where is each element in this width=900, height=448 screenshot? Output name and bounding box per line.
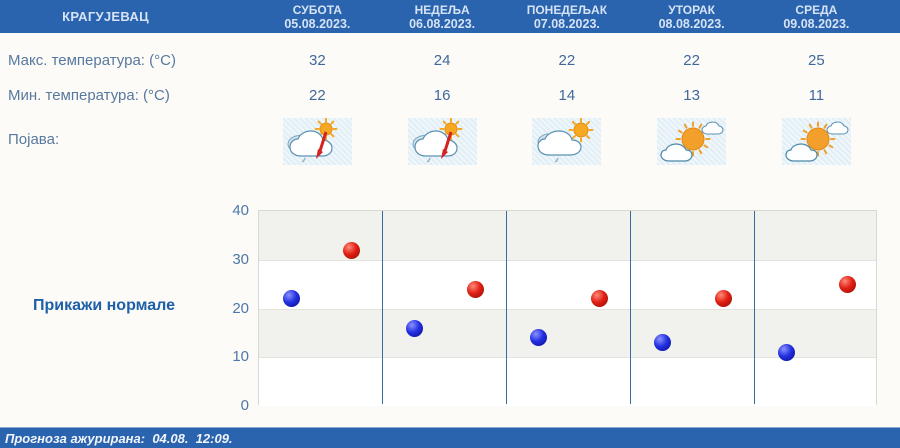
header-bar: КРАГУЈЕВАЦ СУБОТА 05.08.2023. НЕДЕЉА 06.… — [0, 0, 900, 33]
min-temp-dot — [406, 319, 424, 337]
y-axis-tick-label: 0 — [240, 397, 249, 414]
phenomenon-label: Појава: — [8, 131, 60, 148]
min-temp-dot — [654, 334, 672, 352]
day-header-wednesday: СРЕДА 09.08.2023. — [754, 0, 879, 33]
day-name: СРЕДА — [795, 2, 838, 17]
y-axis-tick-label: 10 — [232, 348, 249, 366]
chart-gridline — [259, 308, 876, 310]
show-normals-button[interactable]: Прикажи нормале — [33, 297, 176, 314]
max-temp-dot — [714, 290, 732, 308]
sun-clouds-icon — [657, 118, 727, 165]
chart-gridline — [259, 259, 876, 261]
chart-band — [259, 357, 876, 406]
max-temp-value: 24 — [433, 52, 451, 69]
day-header-saturday: СУБОТА 05.08.2023. — [255, 0, 380, 33]
max-temp-value: 22 — [683, 52, 700, 69]
min-temp-value: 13 — [683, 87, 700, 104]
min-temp-dot — [530, 329, 548, 347]
chart-day-divider — [506, 211, 508, 404]
max-temp-value: 22 — [558, 52, 576, 69]
min-temp-value: 11 — [808, 87, 825, 104]
day-name: СУБОТА — [292, 2, 342, 17]
max-temp-dot — [590, 290, 608, 308]
footer-bar: Прогноза ажурирана: 04.08. 12:09. — [0, 427, 900, 448]
min-temperature-label: Мин. температура: (°С) — [8, 87, 170, 104]
min-temp-dot — [282, 290, 300, 308]
max-temp-value: 25 — [808, 52, 825, 69]
chart-day-divider — [629, 211, 631, 404]
chart-band — [259, 259, 876, 309]
y-axis-tick-label: 30 — [232, 250, 249, 268]
chart-day-divider — [753, 211, 755, 404]
day-date: 07.08.2023. — [533, 16, 600, 31]
forecast-updated-text: Прогноза ажурирана: 04.08. 12:09. — [5, 430, 233, 446]
max-temp-dot — [838, 275, 856, 293]
max-temp-value: 32 — [309, 52, 326, 69]
day-name: НЕДЕЉА — [414, 2, 470, 17]
chart-day-divider — [382, 211, 384, 404]
sun-cloud-thunder-rain-icon — [282, 118, 352, 165]
day-date: 09.08.2023. — [783, 16, 850, 31]
min-temp-value: 16 — [433, 87, 451, 104]
temperature-chart — [258, 210, 877, 406]
sun-cloud-thunder-rain-icon — [407, 118, 477, 165]
day-date: 05.08.2023. — [284, 16, 351, 31]
y-axis-tick-label: 40 — [232, 202, 249, 219]
max-temp-dot — [343, 241, 361, 259]
y-axis-tick-label: 20 — [232, 299, 249, 317]
day-name: ПОНЕДЕЉАК — [526, 2, 608, 17]
day-header-tuesday: УТОРАК 08.08.2023. — [629, 0, 754, 33]
day-date: 08.08.2023. — [658, 16, 725, 31]
chart-band — [259, 308, 876, 358]
day-header-sunday: НЕДЕЉА 06.08.2023. — [380, 0, 505, 33]
day-date: 06.08.2023. — [409, 16, 476, 31]
sun-clouds-icon — [781, 118, 851, 165]
min-temp-value: 22 — [309, 87, 326, 104]
day-name: УТОРАК — [668, 2, 716, 17]
max-temp-dot — [467, 280, 485, 298]
city-name: КРАГУЈЕВАЦ — [62, 9, 149, 24]
min-temp-value: 14 — [558, 87, 576, 104]
cloud-sun-light-rain-icon — [532, 118, 602, 165]
chart-gridline — [259, 357, 876, 359]
day-header-monday: ПОНЕДЕЉАК 07.08.2023. — [505, 0, 630, 33]
chart-band — [259, 211, 876, 260]
max-temperature-label: Макс. температура: (°С) — [8, 52, 176, 69]
min-temp-dot — [777, 343, 795, 361]
